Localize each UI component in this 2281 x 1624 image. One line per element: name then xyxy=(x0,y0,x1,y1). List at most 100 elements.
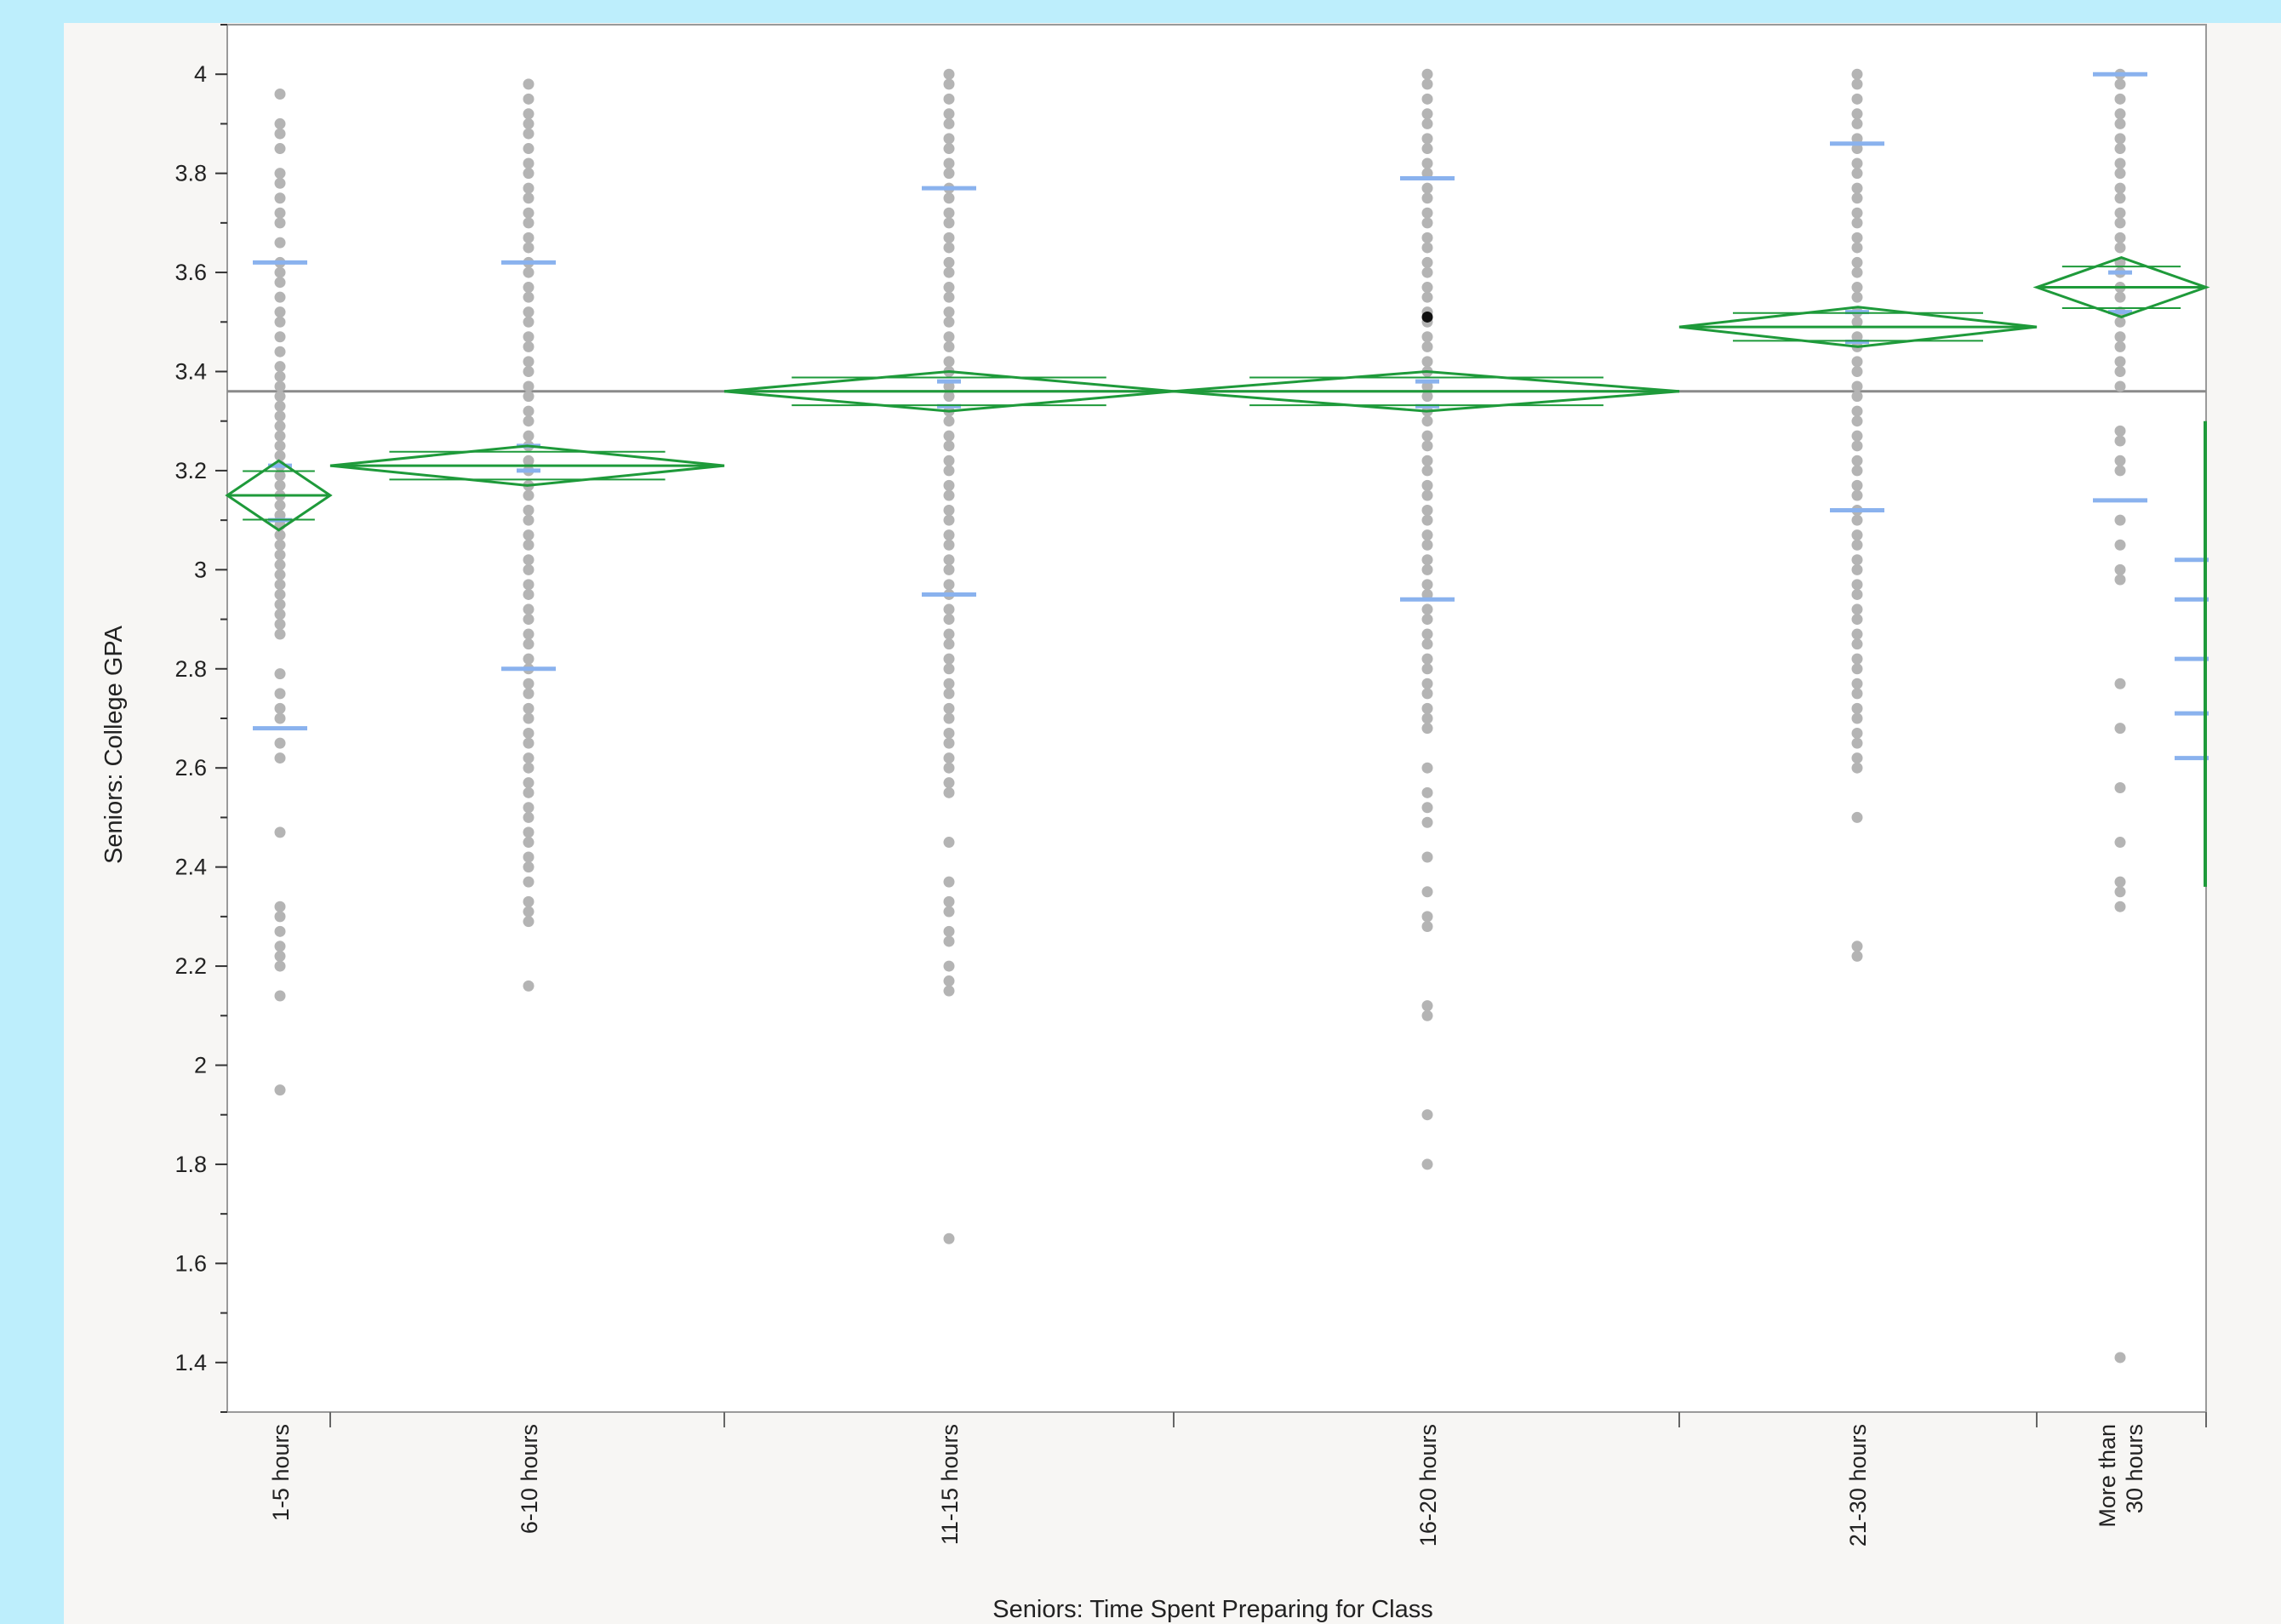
data-point xyxy=(274,539,286,551)
data-point xyxy=(274,400,286,412)
data-point xyxy=(1421,816,1433,828)
data-point xyxy=(1421,143,1433,155)
data-point xyxy=(2114,435,2126,447)
data-point xyxy=(1421,786,1433,798)
data-point xyxy=(1851,737,1863,749)
data-point xyxy=(2114,93,2126,105)
data-point xyxy=(1421,489,1433,501)
data-point xyxy=(2114,465,2126,477)
data-point xyxy=(943,316,955,328)
data-point xyxy=(1851,182,1863,194)
data-point xyxy=(943,232,955,243)
data-point xyxy=(523,826,535,838)
data-point xyxy=(943,786,955,798)
data-point xyxy=(1851,752,1863,764)
data-point xyxy=(2114,425,2126,437)
data-point xyxy=(523,108,535,120)
data-point xyxy=(2114,901,2126,912)
data-point xyxy=(943,935,955,947)
data-point xyxy=(1421,723,1433,735)
data-point xyxy=(943,737,955,749)
data-point xyxy=(1851,614,1863,626)
data-point xyxy=(523,980,535,992)
data-point xyxy=(523,876,535,888)
data-point xyxy=(2114,157,2126,169)
data-point xyxy=(523,563,535,575)
data-point xyxy=(1851,217,1863,229)
data-point xyxy=(523,340,535,352)
data-point xyxy=(274,440,286,452)
data-point xyxy=(2114,331,2126,343)
data-point xyxy=(274,306,286,318)
data-point xyxy=(274,628,286,640)
data-point xyxy=(943,430,955,442)
data-point xyxy=(523,356,535,368)
data-point xyxy=(274,479,286,491)
y-tick-label: 2.6 xyxy=(174,755,207,781)
data-point xyxy=(1421,380,1433,392)
data-point xyxy=(1851,415,1863,427)
data-point xyxy=(943,762,955,774)
data-point xyxy=(943,157,955,169)
data-point xyxy=(523,316,535,328)
data-point xyxy=(1851,727,1863,739)
data-point xyxy=(1421,851,1433,863)
data-point xyxy=(2114,232,2126,243)
data-point xyxy=(1851,291,1863,303)
data-point xyxy=(1421,291,1433,303)
data-point xyxy=(274,217,286,229)
data-point xyxy=(274,826,286,838)
data-point xyxy=(274,702,286,714)
x-tick-label: 21-30 hours xyxy=(1845,1424,1871,1547)
data-point xyxy=(523,291,535,303)
chart-panel: 1.4 1.6 1.8 2 2.2 2.4 2.6 2.8 3 3.2 3.4 3.6 3.8 4 1-5 … xyxy=(64,23,2281,1624)
y-tick-label: 1.4 xyxy=(174,1350,207,1375)
data-point xyxy=(1421,529,1433,541)
data-point xyxy=(523,217,535,229)
data-point xyxy=(523,430,535,442)
x-category-label: 21-30 hours xyxy=(1845,1424,1871,1547)
data-point xyxy=(1851,663,1863,675)
data-point xyxy=(523,266,535,278)
data-point xyxy=(1421,232,1433,243)
data-point xyxy=(523,489,535,501)
data-point xyxy=(943,380,955,392)
data-point xyxy=(1421,192,1433,204)
data-point xyxy=(523,192,535,204)
data-point xyxy=(2114,514,2126,526)
data-point xyxy=(1421,554,1433,566)
data-point xyxy=(2114,192,2126,204)
data-point xyxy=(1421,638,1433,650)
data-point xyxy=(1851,539,1863,551)
data-point xyxy=(1851,366,1863,377)
data-point xyxy=(523,603,535,615)
data-point xyxy=(943,663,955,675)
data-point xyxy=(943,266,955,278)
data-point xyxy=(1851,356,1863,368)
data-point xyxy=(523,117,535,129)
data-point xyxy=(1851,479,1863,491)
data-point xyxy=(274,380,286,392)
data-point xyxy=(943,579,955,591)
y-tick-label: 3.2 xyxy=(174,458,207,483)
data-point xyxy=(523,737,535,749)
x-tick-label: 30 hours xyxy=(2122,1424,2147,1513)
data-point xyxy=(2114,539,2126,551)
data-point xyxy=(1421,653,1433,665)
data-point xyxy=(274,177,286,189)
data-point xyxy=(1421,688,1433,700)
data-point xyxy=(943,777,955,789)
data-point xyxy=(943,554,955,566)
data-point xyxy=(1421,168,1433,180)
data-point xyxy=(274,737,286,749)
data-point xyxy=(1851,941,1863,952)
data-point xyxy=(1851,143,1863,155)
data-point xyxy=(1851,811,1863,823)
data-point xyxy=(523,78,535,90)
data-point xyxy=(1851,465,1863,477)
data-point xyxy=(523,93,535,105)
data-point xyxy=(1851,117,1863,129)
data-point xyxy=(523,811,535,823)
x-category-label: More than 30 hours xyxy=(2095,1424,2147,1528)
data-point xyxy=(274,470,286,482)
